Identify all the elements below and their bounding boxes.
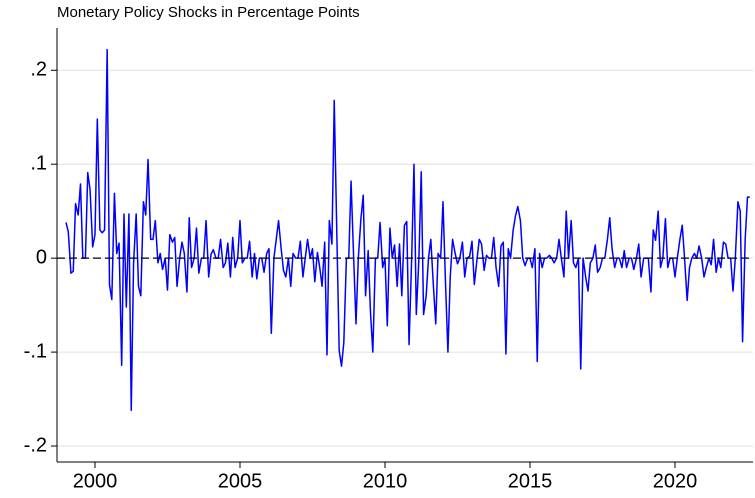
x-tick-label: 2015: [508, 470, 553, 492]
data-line: [65, 48, 750, 412]
x-tick-label: 2020: [653, 470, 698, 492]
y-tick-label: .2: [30, 59, 47, 81]
y-tick-label: -.2: [24, 434, 47, 456]
x-tick-label: 2010: [363, 470, 408, 492]
x-tick-label: 2005: [218, 470, 263, 492]
x-tick-label: 2000: [73, 470, 118, 492]
y-tick-label: 0: [36, 246, 47, 268]
y-tick-label: -.1: [24, 340, 47, 362]
chart-title: Monetary Policy Shocks in Percentage Poi…: [57, 4, 360, 21]
y-tick-label: .1: [30, 152, 47, 174]
